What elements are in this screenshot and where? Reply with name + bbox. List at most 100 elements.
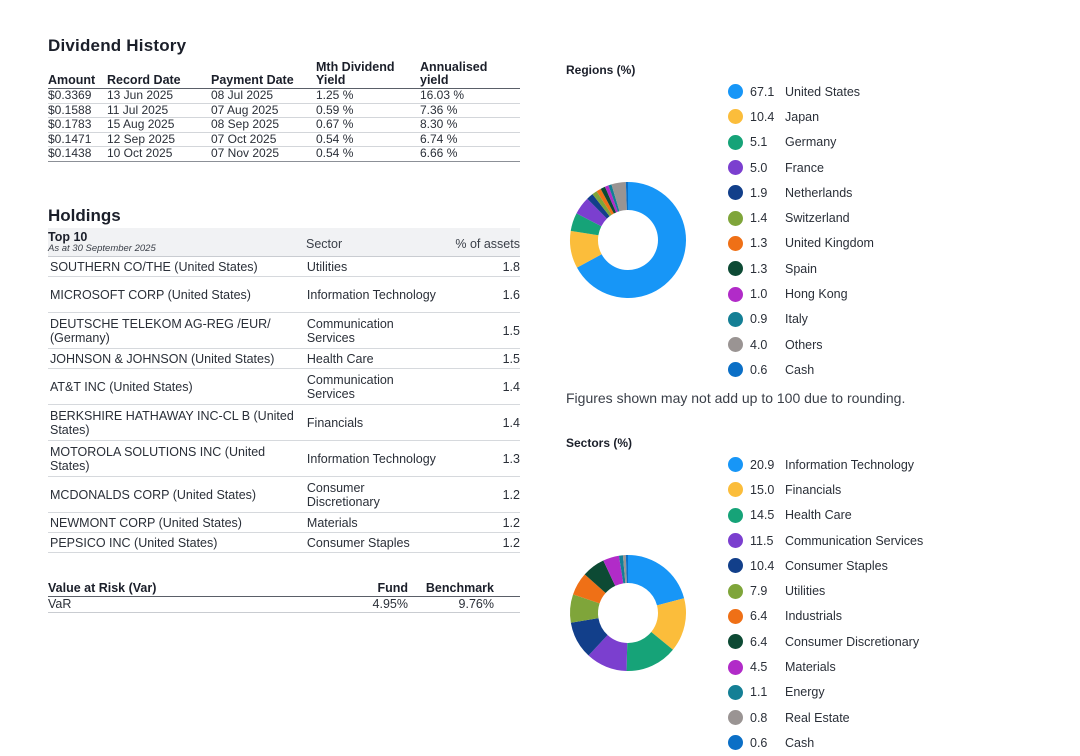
dividend-cell-record: 12 Sep 2025	[107, 131, 176, 146]
dividend-cell-record: 13 Jun 2025	[107, 88, 174, 102]
holding-sector: Communication Services	[306, 316, 394, 345]
legend-item: 0.9 Italy	[728, 307, 874, 332]
donut-slice-real-estate	[622, 555, 627, 584]
as-at-date: As at 30 September 2025	[48, 243, 156, 254]
holding-name: BERKSHIRE HATHAWAY INC-CL B (United Stat…	[50, 408, 294, 437]
holding-row: PEPSICO INC (United States) Consumer Stap…	[48, 533, 520, 553]
legend-swatch	[728, 362, 743, 378]
regions-title: Regions (%)	[566, 63, 636, 77]
donut-slice-netherlands	[587, 194, 610, 219]
donut-slice-information-technology	[628, 555, 685, 606]
legend-swatch	[728, 507, 743, 523]
dividend-rows: $0.3369 13 Jun 2025 08 Jul 2025 1.25 % 16.03…	[48, 88, 520, 162]
donut-slice-germany	[570, 213, 602, 236]
legend-value: 10.4	[750, 558, 775, 573]
legend-value: 20.9	[750, 457, 775, 472]
legend-label: Germany	[785, 135, 837, 150]
holding-row: AT&T INC (United States) Communication Se…	[48, 369, 520, 405]
legend-value: 11.5	[750, 533, 774, 548]
dividend-cell-payment: 08 Sep 2025	[211, 117, 280, 132]
donut-slice-cash	[625, 555, 628, 584]
donut-slice-france	[576, 198, 607, 227]
legend-label: Switzerland	[785, 211, 850, 226]
holdings-title: Holdings	[48, 206, 121, 225]
dividend-row: $0.1588 11 Jul 2025 07 Aug 2025 0.59 % 7.36 …	[48, 102, 520, 119]
header-mth-line1: Mth Dividend	[316, 60, 395, 74]
legend-value: 5.1	[750, 135, 768, 150]
donut-slice-united-kingdom	[596, 188, 614, 215]
var-header: Value at Risk (Var) Fund Benchmark	[48, 580, 520, 597]
legend-value: 7.9	[750, 584, 768, 599]
dividend-cell-payment: 07 Oct 2025	[211, 131, 277, 146]
holding-pct: 1.4	[502, 415, 520, 430]
dividend-cell-mth: 0.59 %	[316, 102, 354, 117]
legend-item: 1.3 United Kingdom	[728, 231, 874, 256]
legend-item: 6.4 Consumer Discretionary	[728, 629, 923, 654]
dividend-cell-ann: 6.66 %	[420, 146, 458, 161]
dividend-table-header: Amount Record Date Payment Date Mth Divi…	[48, 58, 520, 89]
legend-item: 11.5 Communication Services	[728, 528, 923, 553]
legend-swatch	[728, 583, 743, 599]
legend-value: 6.4	[750, 634, 768, 649]
holding-pct: 1.5	[502, 323, 520, 338]
dividend-row: $0.3369 13 Jun 2025 08 Jul 2025 1.25 % 16.03…	[48, 88, 520, 104]
legend-swatch	[728, 160, 743, 176]
legend-swatch	[728, 608, 743, 624]
holding-name: MICROSOFT CORP (United States)	[50, 287, 251, 302]
holding-sector: Materials	[306, 515, 358, 530]
legend-item: 0.8 Real Estate	[728, 705, 923, 730]
left-column: Dividend History Amount Record Date Paym…	[48, 36, 522, 613]
legend-item: 0.6 Cash	[728, 357, 874, 382]
legend-label: Others	[785, 337, 823, 352]
legend-label: Japan	[785, 109, 820, 124]
legend-swatch	[728, 185, 743, 201]
holding-row: BERKSHIRE HATHAWAY INC-CL B (United Stat…	[48, 405, 520, 441]
holding-pct: 1.5	[502, 351, 520, 366]
header-ann-line1: Annualised	[420, 60, 488, 74]
legend-swatch	[728, 482, 743, 498]
legend-value: 4.5	[750, 660, 768, 675]
dividend-cell-payment: 07 Nov 2025	[211, 146, 280, 161]
regions-donut-chart	[570, 182, 686, 298]
legend-value: 67.1	[750, 84, 775, 99]
holding-sector: Consumer Staples	[306, 535, 410, 550]
donut-slice-communication-services	[588, 634, 628, 671]
legend-swatch	[728, 457, 743, 473]
legend-label: France	[785, 160, 824, 175]
rounding-note: Figures shown may not add up to 100 due …	[566, 390, 906, 406]
var-benchmark-value: 9.76%	[458, 597, 494, 611]
dividend-cell-mth: 0.54 %	[316, 131, 354, 146]
legend-value: 15.0	[750, 482, 775, 497]
holding-name: MCDONALDS CORP (United States)	[50, 487, 257, 502]
dividend-cell-mth: 0.67 %	[316, 117, 354, 132]
donut-slice-materials	[603, 555, 624, 586]
donut-slice-spain	[600, 186, 617, 214]
donut-slice-others	[611, 182, 627, 212]
dividend-cell-payment: 07 Aug 2025	[211, 102, 279, 117]
legend-label: Spain	[785, 261, 817, 276]
dividend-row: $0.1471 12 Sep 2025 07 Oct 2025 0.54 % 6.74 …	[48, 131, 520, 148]
legend-swatch	[728, 286, 743, 302]
dividend-cell-ann: 16.03 %	[420, 88, 465, 102]
legend-value: 5.0	[750, 160, 768, 175]
legend-item: 10.4 Japan	[728, 104, 874, 129]
donut-slice-industrials	[573, 574, 606, 604]
legend-item: 0.6 Cash	[728, 730, 923, 755]
legend-item: 4.0 Others	[728, 332, 874, 357]
donut-slice-cash	[625, 182, 628, 211]
var-header-fund: Fund	[377, 581, 408, 595]
donut-slice-utilities	[570, 594, 600, 623]
legend-label: Information Technology	[785, 457, 915, 472]
holding-sector: Communication Services	[306, 372, 394, 401]
dividend-row: $0.1783 15 Aug 2025 08 Sep 2025 0.67 % 8.30 …	[48, 118, 520, 133]
holding-row: MICROSOFT CORP (United States) Informatio…	[48, 277, 520, 313]
legend-swatch	[728, 84, 743, 100]
legend-value: 1.3	[750, 236, 768, 251]
legend-value: 1.9	[750, 185, 768, 200]
donut-slice-health-care	[626, 631, 673, 671]
legend-swatch	[728, 311, 743, 327]
dividend-cell-mth: 0.54 %	[316, 146, 354, 161]
dividend-cell-payment: 08 Jul 2025	[211, 88, 274, 102]
holding-row: DEUTSCHE TELEKOM AG-REG /EUR/ (Germany) C…	[48, 313, 520, 349]
donut-slice-energy	[618, 555, 626, 584]
